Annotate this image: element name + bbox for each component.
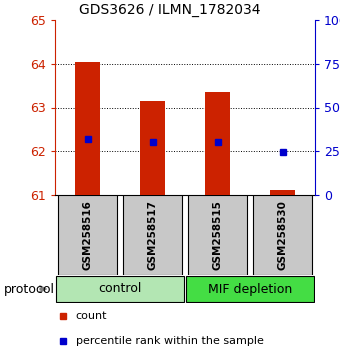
Text: GSM258516: GSM258516: [83, 200, 92, 270]
Text: GSM258530: GSM258530: [277, 200, 288, 270]
Text: control: control: [98, 282, 142, 296]
Bar: [123, 195, 182, 275]
Bar: [186, 276, 314, 302]
Text: MIF depletion: MIF depletion: [208, 282, 292, 296]
Text: percentile rank within the sample: percentile rank within the sample: [76, 336, 264, 346]
Bar: [205, 92, 230, 195]
Text: GDS3626 / ILMN_1782034: GDS3626 / ILMN_1782034: [79, 3, 261, 17]
Bar: [56, 276, 184, 302]
Bar: [140, 101, 165, 195]
Bar: [188, 195, 248, 275]
Text: protocol: protocol: [3, 282, 54, 296]
Text: count: count: [76, 311, 107, 321]
Bar: [75, 62, 100, 195]
Text: GSM258515: GSM258515: [212, 200, 222, 270]
Bar: [57, 195, 117, 275]
Bar: [253, 195, 312, 275]
Bar: [270, 190, 295, 195]
Text: GSM258517: GSM258517: [148, 200, 157, 270]
